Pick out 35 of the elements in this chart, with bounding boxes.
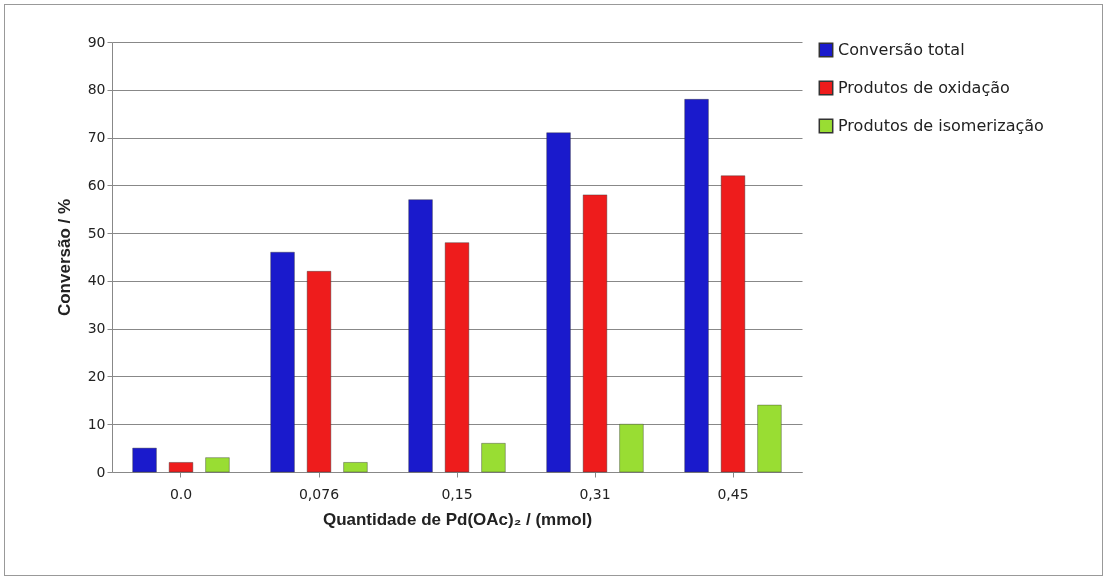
bar — [546, 132, 571, 473]
bar — [619, 424, 644, 473]
y-tick-label: 70 — [87, 129, 106, 146]
legend-label: Produtos de isomerização — [838, 116, 1044, 135]
bar — [582, 194, 608, 473]
bar — [757, 404, 782, 473]
y-tick-label: 80 — [87, 81, 106, 98]
x-tick-label: 0,076 — [298, 485, 340, 502]
bar — [720, 175, 746, 473]
x-tick-label: 0,15 — [441, 485, 473, 502]
bar — [684, 99, 709, 473]
x-tick-label: 0,45 — [717, 485, 749, 502]
y-axis-title: Conversão / % — [54, 198, 74, 317]
bar — [270, 252, 295, 473]
legend-label: Conversão total — [838, 40, 965, 59]
bar — [168, 462, 194, 473]
bar — [444, 242, 470, 473]
bar — [132, 447, 157, 473]
bar — [408, 199, 433, 473]
x-tick-label: 0,31 — [579, 485, 611, 502]
bar — [343, 462, 368, 473]
y-tick-label: 0 — [96, 463, 106, 480]
bar — [481, 443, 506, 473]
bar — [205, 457, 230, 473]
y-tick-label: 10 — [87, 415, 106, 432]
bar — [306, 271, 332, 473]
y-tick-label: 50 — [87, 224, 106, 241]
x-tick-label: 0.0 — [169, 485, 193, 502]
y-tick-label: 60 — [87, 176, 106, 193]
y-tick-label: 90 — [87, 33, 106, 50]
y-tick-label: 20 — [87, 367, 106, 384]
legend-label: Produtos de oxidação — [838, 78, 1010, 97]
x-axis-title: Quantidade de Pd(OAc)₂ / (mmol) — [322, 509, 593, 529]
y-tick-label: 30 — [87, 320, 106, 337]
y-tick-label: 40 — [87, 272, 106, 289]
